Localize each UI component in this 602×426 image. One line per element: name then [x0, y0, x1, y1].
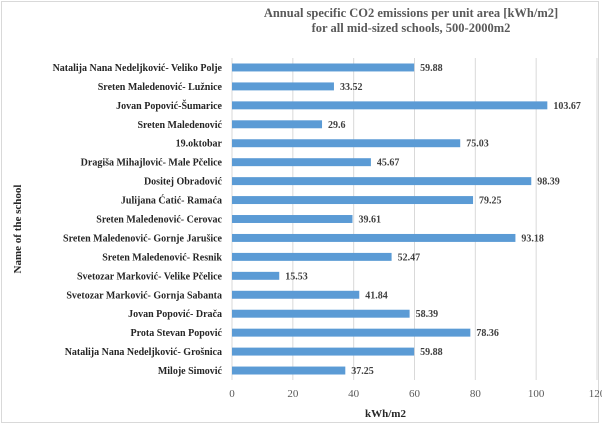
category-label: Prota Stevan Popović [131, 328, 223, 339]
x-tick-label: 40 [348, 388, 360, 400]
bar [232, 328, 471, 337]
category-label: Miloje Simović [158, 366, 223, 377]
data-label: 98.39 [537, 177, 560, 188]
bar [232, 309, 410, 318]
x-tick-label: 80 [470, 388, 482, 400]
category-label: Natalija Nana Nedeljković- Veliko Polje [53, 63, 223, 74]
bar [232, 252, 392, 261]
data-label: 75.03 [466, 139, 489, 150]
bar [232, 120, 323, 129]
chart-title-line-2: for all mid-sized schools, 500-2000m2 [232, 21, 590, 36]
bar [232, 347, 415, 356]
data-label: 78.36 [476, 328, 499, 339]
data-label: 39.61 [358, 215, 381, 226]
category-label: Jovan Popović-Šumarice [116, 99, 222, 112]
category-label: Dositej Obradović [144, 177, 223, 188]
bar [232, 196, 474, 205]
data-label: 52.47 [398, 252, 421, 263]
category-label: Natalija Nana Nedeljković- Grošnica [65, 347, 222, 358]
chart-title-text-2: for all mid-sized schools, 500-2000m2 [311, 21, 511, 35]
data-label: 103.67 [553, 101, 581, 112]
category-label: Sreten Maledenović- Resnik [102, 252, 222, 263]
category-label: Sreten Maledenović- Lužnice [98, 82, 223, 93]
bar [232, 139, 461, 148]
x-axis-label: kWh/m2 [365, 408, 406, 420]
data-label: 93.18 [521, 233, 544, 244]
category-label: Jovan Popović- Drača [128, 309, 222, 320]
chart-title-text-1: Annual specific CO2 emissions per unit a… [263, 6, 559, 20]
category-label: Svetozar Marković- Gornja Sabanta [66, 290, 222, 301]
data-label: 79.25 [479, 196, 502, 207]
data-label: 15.53 [285, 271, 308, 282]
bar [232, 290, 360, 299]
data-label: 29.6 [328, 120, 346, 131]
chart-title-line-1: Annual specific CO2 emissions per unit a… [232, 6, 590, 21]
data-label: 45.67 [377, 158, 400, 169]
bar [232, 233, 516, 242]
category-label: 19.oktobar [176, 139, 223, 150]
category-label: Dragiša Mihajlović- Male Pčelice [81, 158, 223, 169]
data-label: 59.88 [420, 63, 443, 74]
bar [232, 366, 346, 375]
x-tick-label: 100 [528, 388, 545, 400]
data-label: 58.39 [416, 309, 439, 320]
bar [232, 158, 371, 167]
data-label: 37.25 [351, 366, 374, 377]
x-tick-label: 0 [229, 388, 235, 400]
category-label: Svetozar Marković- Velike Pčelice [77, 271, 223, 282]
x-tick-label: 60 [409, 388, 421, 400]
bar [232, 82, 334, 91]
data-label: 41.84 [365, 290, 388, 301]
x-tick-label: 20 [287, 388, 299, 400]
category-label: Julijana Ćatić- Ramaća [121, 195, 222, 207]
bar [232, 215, 353, 223]
data-label: 33.52 [340, 82, 363, 93]
data-label: 59.88 [420, 347, 443, 358]
category-label: Sreten Maledenović [137, 120, 222, 131]
category-label: Sreten Maledenović- Gornje Jarušice [63, 233, 223, 244]
bar [232, 101, 548, 110]
bar [232, 63, 415, 72]
bar [232, 271, 280, 280]
bar [232, 177, 532, 186]
x-tick-label: 120 [589, 388, 602, 400]
category-label: Sreten Maledenović- Cerovac [96, 215, 222, 226]
